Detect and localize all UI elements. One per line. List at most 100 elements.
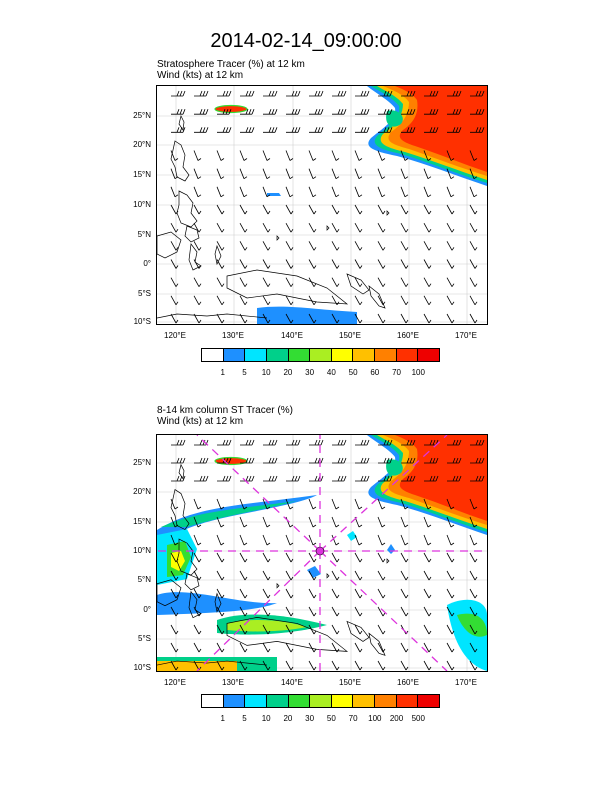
wind-barb bbox=[193, 241, 202, 251]
wind-barb bbox=[469, 186, 478, 198]
wind-barb bbox=[332, 457, 347, 464]
wind-barb bbox=[447, 90, 462, 97]
colorbar-label: 500 bbox=[411, 714, 425, 723]
wind-barb bbox=[308, 552, 317, 563]
wind-barb bbox=[331, 222, 340, 233]
wind-barb bbox=[331, 277, 340, 287]
colorbar-swatch bbox=[310, 349, 332, 361]
wind-barb bbox=[331, 570, 340, 581]
colorbar-label: 1 bbox=[220, 714, 225, 723]
wind-barb bbox=[469, 204, 478, 215]
wind-barb bbox=[239, 259, 248, 269]
wind-barb bbox=[262, 259, 271, 269]
wind-barb bbox=[170, 660, 179, 671]
wind-barb bbox=[378, 439, 393, 446]
wind-barb bbox=[170, 516, 179, 528]
wind-barb bbox=[401, 90, 416, 97]
colorbar-label: 1 bbox=[220, 368, 225, 377]
wind-barb bbox=[469, 277, 478, 287]
wind-barb bbox=[423, 588, 432, 599]
wind-barb bbox=[424, 109, 439, 115]
wind-barb bbox=[424, 439, 439, 446]
colorbar-swatch bbox=[396, 349, 419, 361]
wind-barb bbox=[240, 457, 255, 464]
wind-barb bbox=[446, 313, 455, 324]
lon-label: 160°E bbox=[397, 331, 419, 340]
wind-barb bbox=[469, 150, 478, 161]
colorbar-swatch bbox=[288, 695, 311, 707]
colorbar-label: 10 bbox=[261, 368, 271, 377]
wind-barb bbox=[285, 570, 294, 581]
wind-barb bbox=[377, 588, 386, 599]
wind-barb bbox=[447, 439, 462, 446]
panel1-colorbar bbox=[201, 348, 440, 362]
wind-barb bbox=[309, 127, 324, 133]
colorbar-swatch bbox=[353, 349, 376, 361]
wind-barb bbox=[354, 186, 363, 198]
wind-barb bbox=[308, 588, 317, 599]
panel2-subtitle-tracer: 8-14 km column ST Tracer (%) bbox=[157, 405, 293, 416]
wind-barb bbox=[377, 204, 386, 215]
colorbar-swatch bbox=[245, 695, 267, 707]
wind-barb bbox=[239, 588, 248, 599]
wind-barb bbox=[446, 552, 455, 563]
wind-barb bbox=[170, 642, 179, 653]
wind-barb bbox=[194, 439, 209, 446]
wind-barb bbox=[239, 222, 248, 233]
wind-barb bbox=[193, 624, 202, 635]
wind-barb bbox=[400, 222, 409, 233]
wind-barb bbox=[285, 498, 294, 510]
wind-barb bbox=[216, 552, 225, 563]
wind-barb bbox=[400, 313, 409, 324]
colorbar-label: 50 bbox=[326, 714, 336, 723]
wind-barb bbox=[423, 204, 432, 215]
wind-barb bbox=[469, 642, 478, 653]
lon-label: 150°E bbox=[339, 678, 361, 687]
wind-barb bbox=[377, 570, 386, 581]
wind-barb bbox=[377, 168, 386, 179]
wind-barb bbox=[354, 204, 363, 215]
wind-barb bbox=[239, 150, 248, 161]
wind-barb bbox=[193, 313, 202, 324]
wind-barb bbox=[469, 624, 478, 635]
panel2-subtitle-wind: Wind (kts) at 12 km bbox=[157, 416, 244, 427]
wind-barb bbox=[308, 660, 317, 671]
wind-barb bbox=[331, 516, 340, 528]
wind-barb bbox=[193, 570, 202, 581]
wind-barb bbox=[262, 516, 271, 528]
lat-label: 25°N bbox=[133, 458, 151, 467]
wind-barb bbox=[470, 127, 485, 133]
wind-barb bbox=[377, 642, 386, 653]
wind-barb bbox=[469, 588, 478, 599]
wind-barb bbox=[423, 534, 432, 546]
wind-barb bbox=[194, 109, 209, 115]
wind-barb bbox=[354, 570, 363, 581]
coastlines bbox=[157, 463, 390, 666]
wind-barb bbox=[216, 241, 225, 251]
wind-barb bbox=[354, 552, 363, 563]
wind-barb bbox=[354, 624, 363, 635]
wind-barb bbox=[377, 241, 386, 251]
wind-barb bbox=[193, 606, 202, 617]
wind-barb bbox=[285, 259, 294, 269]
colorbar-swatch bbox=[375, 349, 397, 361]
lat-label: 15°N bbox=[133, 170, 151, 179]
wind-barb bbox=[285, 222, 294, 233]
wind-barb bbox=[331, 552, 340, 563]
wind-barb bbox=[354, 313, 363, 324]
colorbar-label: 20 bbox=[283, 714, 293, 723]
wind-barb bbox=[240, 90, 255, 97]
wind-barb bbox=[309, 439, 324, 446]
wind-barb bbox=[332, 439, 347, 446]
lat-label: 5°S bbox=[138, 289, 151, 298]
panel1-map-canvas bbox=[157, 86, 487, 324]
column-tracer-blobs bbox=[157, 495, 487, 671]
wind-barb bbox=[446, 204, 455, 215]
wind-barb bbox=[332, 127, 347, 133]
wind-barb bbox=[285, 150, 294, 161]
wind-barb bbox=[217, 127, 232, 133]
wind-barb bbox=[354, 259, 363, 269]
wind-barb bbox=[170, 313, 179, 324]
colorbar-label: 60 bbox=[370, 368, 380, 377]
wind-barb bbox=[447, 457, 462, 464]
